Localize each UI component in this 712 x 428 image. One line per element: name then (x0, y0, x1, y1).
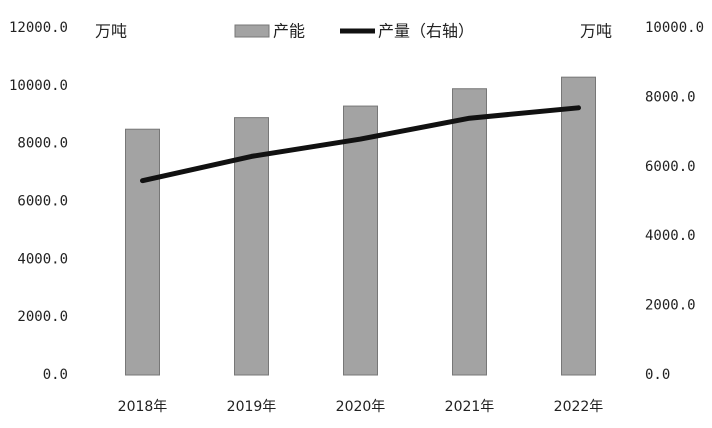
legend-swatch (234, 24, 270, 38)
y-tick-label: 2000.0 (17, 309, 68, 325)
y-tick-label: 4000.0 (17, 251, 68, 267)
legend-label: 产能 (273, 22, 305, 41)
y2-tick-label: 2000.0 (645, 298, 696, 314)
bar (343, 105, 378, 376)
x-tick-label: 2021年 (445, 399, 495, 415)
bar (452, 88, 487, 376)
y2-tick-label: 10000.0 (645, 20, 704, 36)
y2-tick-label: 4000.0 (645, 228, 696, 244)
x-tick-label: 2022年 (554, 399, 604, 415)
y-tick-label: 0.0 (43, 367, 68, 383)
legend-label: 产量（右轴） (378, 22, 474, 41)
y2-axis-unit: 万吨 (580, 22, 612, 41)
y2-tick-label: 8000.0 (645, 89, 696, 105)
bar (125, 128, 160, 376)
x-tick-label: 2019年 (227, 399, 277, 415)
y-tick-label: 12000.0 (9, 20, 68, 36)
y2-tick-label: 6000.0 (645, 159, 696, 175)
y-tick-label: 6000.0 (17, 194, 68, 210)
y-tick-label: 10000.0 (9, 78, 68, 94)
line (140, 105, 581, 184)
y-axis-unit: 万吨 (95, 22, 127, 41)
y-tick-label: 8000.0 (17, 136, 68, 152)
x-tick-label: 2020年 (336, 399, 386, 415)
bar (561, 76, 596, 376)
x-tick-label: 2018年 (118, 399, 168, 415)
y2-tick-label: 0.0 (645, 367, 670, 383)
